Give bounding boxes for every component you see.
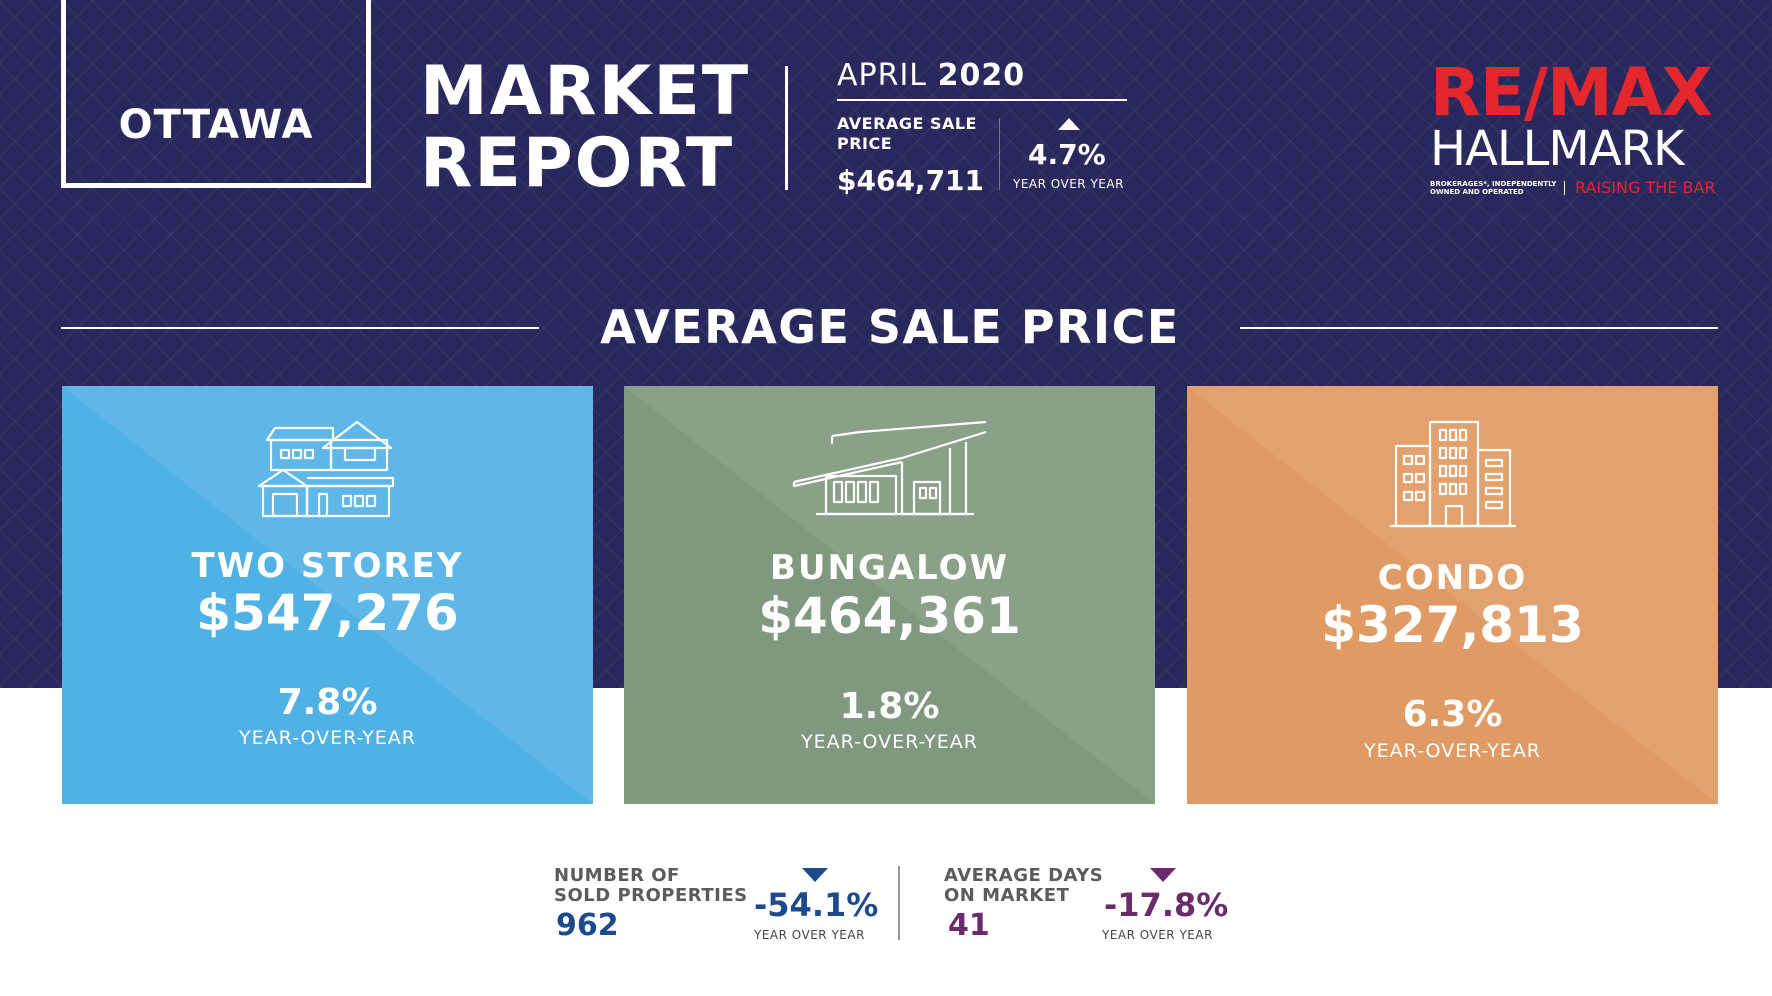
card-change: 7.8%	[277, 682, 378, 723]
card-property-type: CONDO	[1377, 558, 1528, 598]
card-change: 6.3%	[1402, 694, 1503, 735]
up-arrow-icon	[1058, 118, 1080, 130]
avg-sale-change: 4.7%	[1028, 138, 1106, 171]
period-rule	[837, 99, 1127, 101]
avg-sale-divider	[999, 118, 1000, 190]
report-period: APRIL 2020	[837, 58, 1025, 93]
logo-divider	[1564, 180, 1565, 195]
days-on-market-label: AVERAGE DAYS ON MARKET	[944, 865, 1104, 906]
report-month: APRIL	[837, 58, 928, 93]
card-price: $547,276	[196, 584, 459, 642]
days-on-market-value: 41	[948, 908, 990, 943]
report-title: MARKET REPORT	[420, 56, 750, 200]
days-on-market-change: -17.8%	[1104, 886, 1229, 924]
card-change-label: YEAR-OVER-YEAR	[239, 727, 416, 749]
bungalow-icon	[624, 420, 1155, 520]
city-name: OTTAWA	[118, 102, 314, 148]
card-change-label: YEAR-OVER-YEAR	[1364, 740, 1541, 762]
two-storey-house-icon	[62, 420, 593, 520]
card-two-storey: TWO STOREY $547,276 7.8% YEAR-OVER-YEAR	[62, 386, 593, 804]
heading-rule-left	[61, 327, 539, 329]
condo-building-icon	[1187, 420, 1718, 528]
report-title-line1: MARKET	[420, 52, 751, 131]
sold-properties-change: -54.1%	[754, 886, 879, 924]
card-price: $327,813	[1321, 596, 1584, 654]
avg-sale-value: $464,711	[837, 164, 985, 197]
heading-rule-right	[1240, 327, 1718, 329]
report-year: 2020	[937, 58, 1026, 93]
city-box: OTTAWA	[61, 0, 371, 188]
sold-properties-label: NUMBER OF SOLD PROPERTIES	[554, 865, 748, 906]
section-heading: AVERAGE SALE PRICE	[600, 300, 1180, 354]
card-bungalow: BUNGALOW $464,361 1.8% YEAR-OVER-YEAR	[624, 386, 1155, 804]
down-arrow-icon	[1150, 868, 1176, 882]
card-change: 1.8%	[839, 686, 940, 727]
header-divider	[785, 66, 788, 190]
remax-logo: RE/MAX HALLMARK BROKERAGES*, INDEPENDENT…	[1430, 54, 1720, 198]
card-change-label: YEAR-OVER-YEAR	[801, 731, 978, 753]
logo-fine-print: BROKERAGES*, INDEPENDENTLY OWNED AND OPE…	[1430, 179, 1557, 196]
avg-sale-change-label: YEAR OVER YEAR	[1013, 177, 1124, 191]
sold-properties-value: 962	[556, 908, 619, 943]
logo-brand: RE/MAX	[1430, 54, 1713, 131]
card-property-type: BUNGALOW	[769, 548, 1010, 588]
card-condo: CONDO $327,813 6.3% YEAR-OVER-YEAR	[1187, 386, 1718, 804]
sold-properties-change-label: YEAR OVER YEAR	[754, 928, 865, 942]
card-property-type: TWO STOREY	[191, 546, 464, 586]
logo-sub: HALLMARK	[1430, 121, 1685, 177]
avg-sale-label: AVERAGE SALE PRICE	[837, 114, 977, 153]
down-arrow-icon	[802, 868, 828, 882]
logo-tagline: RAISING THE BAR	[1575, 178, 1716, 197]
card-price: $464,361	[758, 587, 1021, 645]
logo-footer: BROKERAGES*, INDEPENDENTLY OWNED AND OPE…	[1430, 178, 1720, 197]
report-title-line2: REPORT	[420, 124, 735, 203]
days-on-market-change-label: YEAR OVER YEAR	[1102, 928, 1213, 942]
stats-divider	[898, 866, 900, 940]
